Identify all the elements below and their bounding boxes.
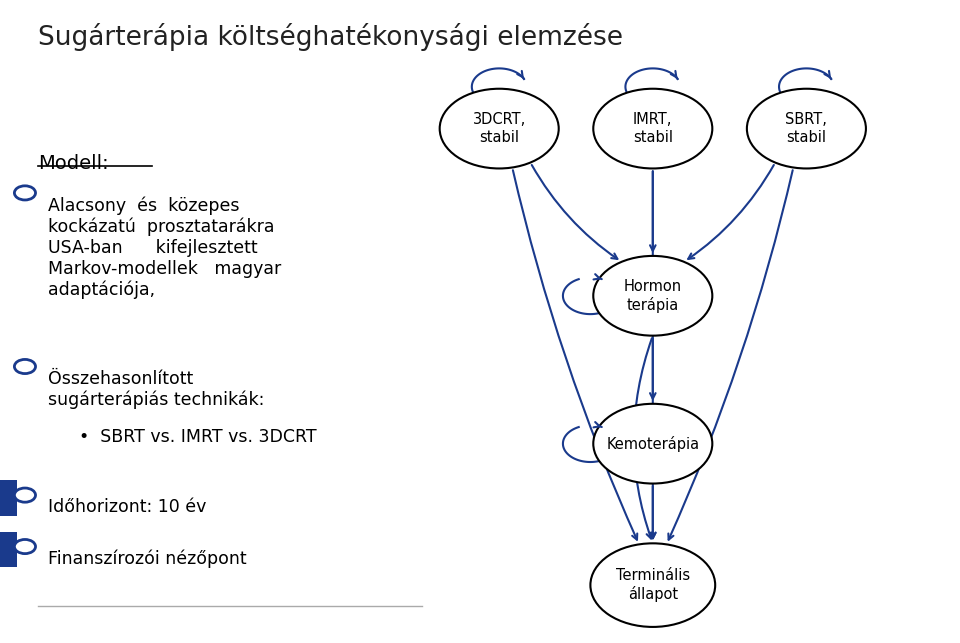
Circle shape <box>593 256 712 336</box>
Text: Sugárterápia költséghatékonysági elemzése: Sugárterápia költséghatékonysági elemzés… <box>38 23 623 51</box>
Text: Modell:: Modell: <box>38 154 109 174</box>
Circle shape <box>14 186 36 200</box>
Text: 3DCRT,
stabil: 3DCRT, stabil <box>472 113 526 145</box>
Circle shape <box>14 488 36 502</box>
Text: Hormon
terápia: Hormon terápia <box>624 279 682 312</box>
Text: IMRT,
stabil: IMRT, stabil <box>633 113 673 145</box>
Text: •  SBRT vs. IMRT vs. 3DCRT: • SBRT vs. IMRT vs. 3DCRT <box>79 428 317 446</box>
Text: SBRT,
stabil: SBRT, stabil <box>785 113 828 145</box>
Circle shape <box>14 359 36 374</box>
Text: Kemoterápia: Kemoterápia <box>606 436 700 451</box>
Text: Alacsony  és  közepes
kockázatú  prosztatarákra
USA-ban      kifejlesztett
Marko: Alacsony és közepes kockázatú prosztatar… <box>48 196 281 299</box>
Circle shape <box>747 89 866 168</box>
FancyBboxPatch shape <box>0 480 17 516</box>
Circle shape <box>590 543 715 627</box>
Circle shape <box>593 404 712 484</box>
Circle shape <box>14 539 36 554</box>
Text: Terminális
állapot: Terminális állapot <box>615 568 690 602</box>
FancyBboxPatch shape <box>0 532 17 567</box>
Text: Időhorizont: 10 év: Időhorizont: 10 év <box>48 498 206 516</box>
Circle shape <box>593 89 712 168</box>
Text: Finanszírozói nézőpont: Finanszírozói nézőpont <box>48 550 247 568</box>
Circle shape <box>440 89 559 168</box>
Text: Összehasonlított
sugárterápiás technikák:: Összehasonlított sugárterápiás technikák… <box>48 370 264 409</box>
